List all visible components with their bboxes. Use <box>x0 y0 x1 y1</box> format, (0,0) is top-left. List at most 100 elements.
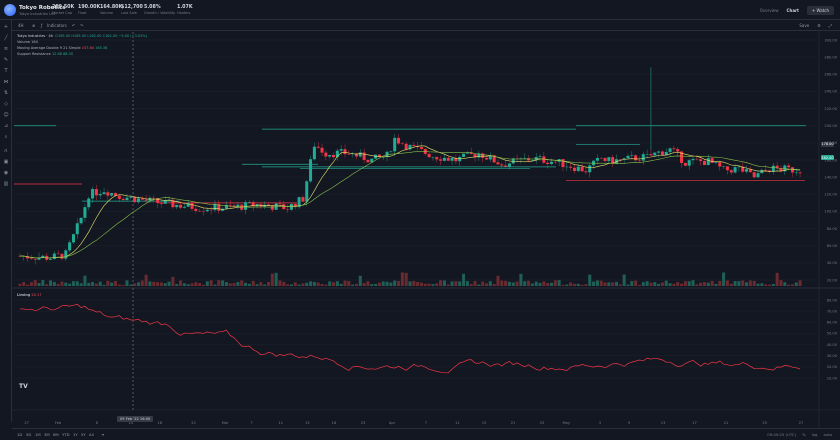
volume-bar <box>764 284 768 286</box>
settings-icon[interactable]: ⚙ <box>817 23 821 28</box>
tf-1d[interactable]: 1D <box>17 432 23 437</box>
price-tick-label: 40.00 <box>827 261 838 265</box>
volume-bar <box>278 280 282 286</box>
redo-icon[interactable]: ↷ <box>80 23 84 28</box>
text-icon[interactable]: T <box>4 68 8 74</box>
company-name[interactable]: Tokyo Robotics <box>19 5 66 11</box>
volume-bar <box>427 283 431 286</box>
tf-5y[interactable]: 5Y <box>81 432 86 437</box>
legend-ma2-value: 165.38 <box>95 46 108 50</box>
log-toggle[interactable]: log <box>811 432 818 437</box>
volume-bar <box>569 282 573 286</box>
candle-body <box>787 165 791 168</box>
candle-body <box>588 165 592 173</box>
volume-bar <box>618 284 622 286</box>
watch-button[interactable]: + Watch <box>806 6 834 15</box>
candle-body <box>94 189 98 196</box>
candle-body <box>339 149 343 151</box>
volume-bar <box>592 281 596 286</box>
candle-body <box>412 144 416 146</box>
candle-body <box>343 149 347 155</box>
time-tick-label: 21 <box>724 421 729 425</box>
clock-readout[interactable]: 09:40:25 (UTC) <box>767 432 797 437</box>
candle-body <box>324 152 328 157</box>
auto-toggle[interactable]: auto <box>823 432 832 437</box>
volume-bar <box>584 284 588 286</box>
candle-body <box>439 159 443 161</box>
candle-body <box>752 172 756 178</box>
trendline-icon[interactable]: ╱ <box>4 35 8 41</box>
candle-body <box>710 158 714 163</box>
tf-5d[interactable]: 5D <box>26 432 32 437</box>
indicators-icon[interactable]: ƒ <box>41 23 43 28</box>
candle-body <box>347 154 351 155</box>
crosshair-icon[interactable]: + <box>3 24 9 30</box>
tf-all[interactable]: All <box>89 432 94 437</box>
volume-bar <box>741 280 745 286</box>
candle-body <box>121 198 125 200</box>
zoom-icon[interactable]: ⌕ <box>4 134 8 140</box>
ruler-icon[interactable]: ⊿ <box>3 123 9 129</box>
candle-body <box>431 157 435 158</box>
tf-6m[interactable]: 6M <box>53 432 59 437</box>
legend-sr[interactable]: Support Resistance <box>17 52 51 56</box>
forecast-icon[interactable]: ⇅ <box>3 90 9 96</box>
candle-body <box>465 152 469 154</box>
emoji-icon[interactable]: ☺ <box>3 112 9 118</box>
price-tick-label: 240.00 <box>824 90 837 94</box>
volume-bar <box>408 281 412 286</box>
rsi-tick-label: 10.00 <box>827 376 838 380</box>
volume-bar <box>595 280 599 286</box>
fullscreen-icon[interactable]: ⤢ <box>828 23 832 28</box>
candle-body <box>297 197 301 208</box>
legend-ma[interactable]: Moving Average Double <box>17 46 59 50</box>
tf-1y[interactable]: 1Y <box>73 432 78 437</box>
percent-toggle[interactable]: % <box>802 432 806 437</box>
tf-1m[interactable]: 1M <box>35 432 41 437</box>
volume-bar <box>18 283 22 286</box>
pattern-icon[interactable]: ⋈ <box>3 79 9 85</box>
tab-overview[interactable]: Overview <box>759 8 779 13</box>
brush-icon[interactable]: ✎ <box>3 57 9 63</box>
rsi-legend[interactable]: Liming 20.17 <box>17 293 41 297</box>
save-button[interactable]: Save <box>799 23 810 28</box>
legend-symbol[interactable]: Tokyo Industries · 4h <box>17 34 53 38</box>
lock-icon[interactable]: ▣ <box>3 159 9 165</box>
shapes-icon[interactable]: ◇ <box>4 101 8 107</box>
candle-body <box>209 209 213 211</box>
visibility-icon[interactable]: ◉ <box>3 170 9 176</box>
volume-bar <box>649 282 653 286</box>
candle-body <box>156 198 160 203</box>
fib-icon[interactable]: ≡ <box>3 46 9 52</box>
undo-icon[interactable]: ↶ <box>72 23 76 28</box>
candle-body <box>549 161 554 165</box>
volume-bar <box>630 281 634 286</box>
volume-bar <box>140 280 144 286</box>
candle-body <box>748 169 752 173</box>
tf-ytd[interactable]: YTD <box>62 432 70 437</box>
candle-body <box>48 258 53 260</box>
volume-bar <box>83 275 87 286</box>
price-tick-label: 20.00 <box>827 278 838 282</box>
tab-chart[interactable]: Chart <box>786 8 799 13</box>
volume-bar <box>680 283 684 286</box>
volume-bar <box>775 272 779 286</box>
trash-icon[interactable]: ▥ <box>3 181 9 187</box>
interval-selector[interactable]: 4H <box>18 23 24 28</box>
magnet-icon[interactable]: ∩ <box>4 148 8 154</box>
candle-body <box>293 203 297 208</box>
indicators-button[interactable]: Indicators <box>47 23 67 28</box>
candle-body <box>699 159 703 162</box>
price-tick-label: 260.00 <box>824 73 837 77</box>
compare-icon[interactable]: ⊕ <box>32 23 36 28</box>
price-tick-label: 60.00 <box>827 244 838 248</box>
time-tick-label: 13 <box>661 421 666 425</box>
tf-3m[interactable]: 3M <box>44 432 50 437</box>
ma-slow-line <box>19 151 801 259</box>
candle-body <box>194 208 198 211</box>
candle-body <box>125 197 129 200</box>
legend-volume[interactable]: Volume 164 <box>17 40 38 44</box>
candle-body <box>569 166 573 168</box>
date-range-icon[interactable]: ⇥ <box>101 432 105 437</box>
